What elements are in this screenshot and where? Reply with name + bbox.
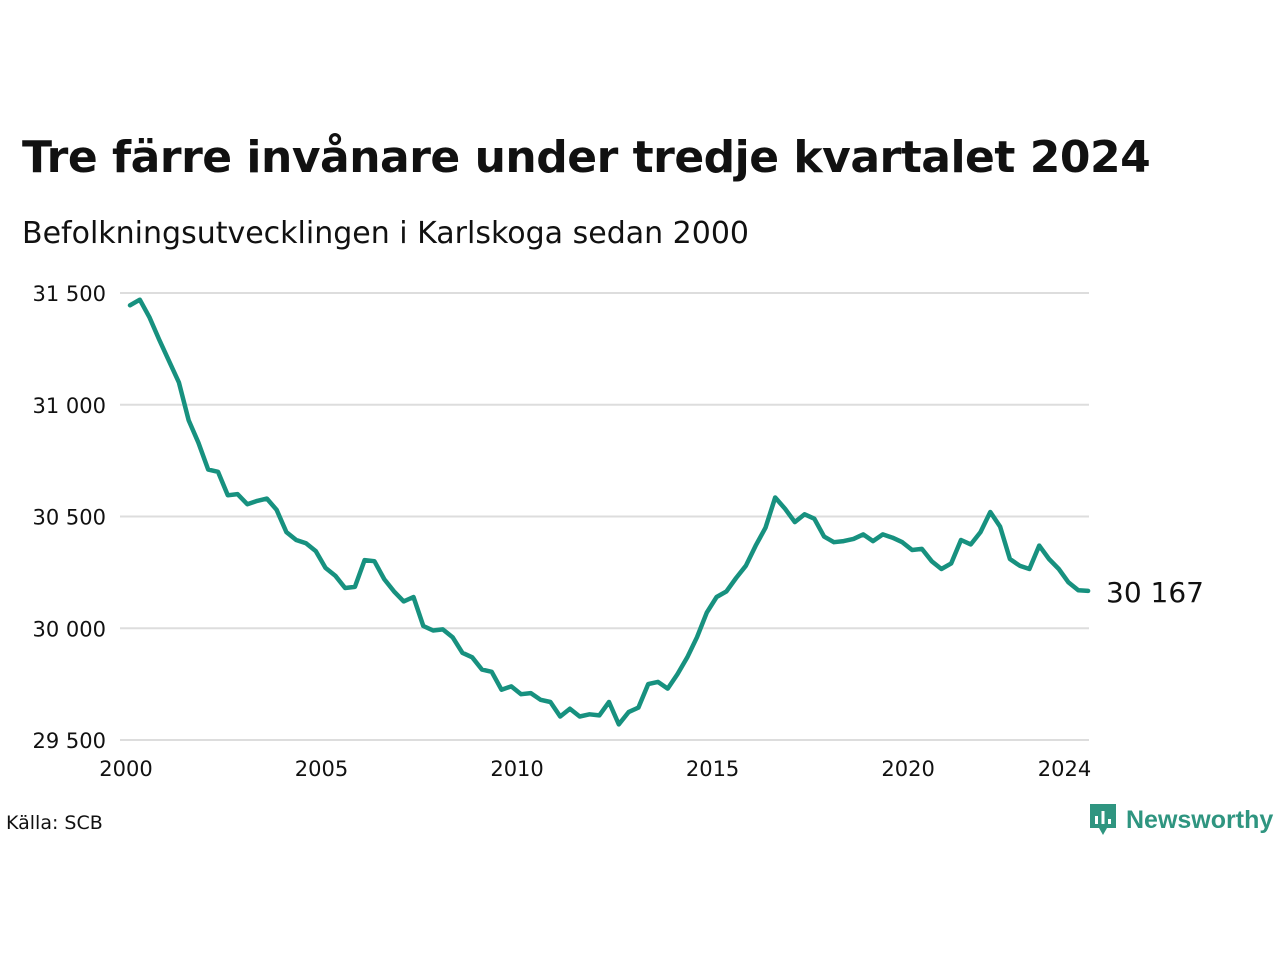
brand-logo[interactable]: Newsworthy [1088, 802, 1273, 838]
newsworthy-logo-icon [1090, 804, 1116, 835]
y-tick-label: 29 500 [33, 729, 106, 753]
end-value-label: 30 167 [1106, 576, 1204, 609]
y-tick-label: 31 000 [33, 394, 106, 418]
x-tick-label: 2000 [99, 757, 152, 781]
source-note: Källa: SCB [6, 812, 103, 834]
y-tick-label: 30 500 [33, 506, 106, 530]
series-line-0 [127, 297, 1091, 727]
x-tick-label: 2010 [490, 757, 543, 781]
y-tick-label: 30 000 [33, 617, 106, 641]
y-tick-label: 31 500 [33, 282, 106, 306]
x-axis-tick-labels: 2000 2005 2010 2015 2020 2024 [99, 757, 1091, 781]
chart-title: Tre färre invånare under tredje kvartale… [22, 132, 1151, 183]
x-tick-label: 2024 [1038, 757, 1091, 781]
y-axis-tick-labels: 31 500 31 000 30 500 30 000 29 500 [33, 282, 106, 753]
x-tick-label: 2015 [686, 757, 739, 781]
x-tick-label: 2005 [295, 757, 348, 781]
gridlines [120, 292, 1089, 741]
series-layer [127, 297, 1091, 727]
brand-name: Newsworthy [1126, 805, 1274, 834]
chart-subtitle: Befolkningsutvecklingen i Karlskoga seda… [22, 216, 750, 251]
x-tick-label: 2020 [881, 757, 934, 781]
end-label-layer: 30 167 [1106, 576, 1204, 609]
